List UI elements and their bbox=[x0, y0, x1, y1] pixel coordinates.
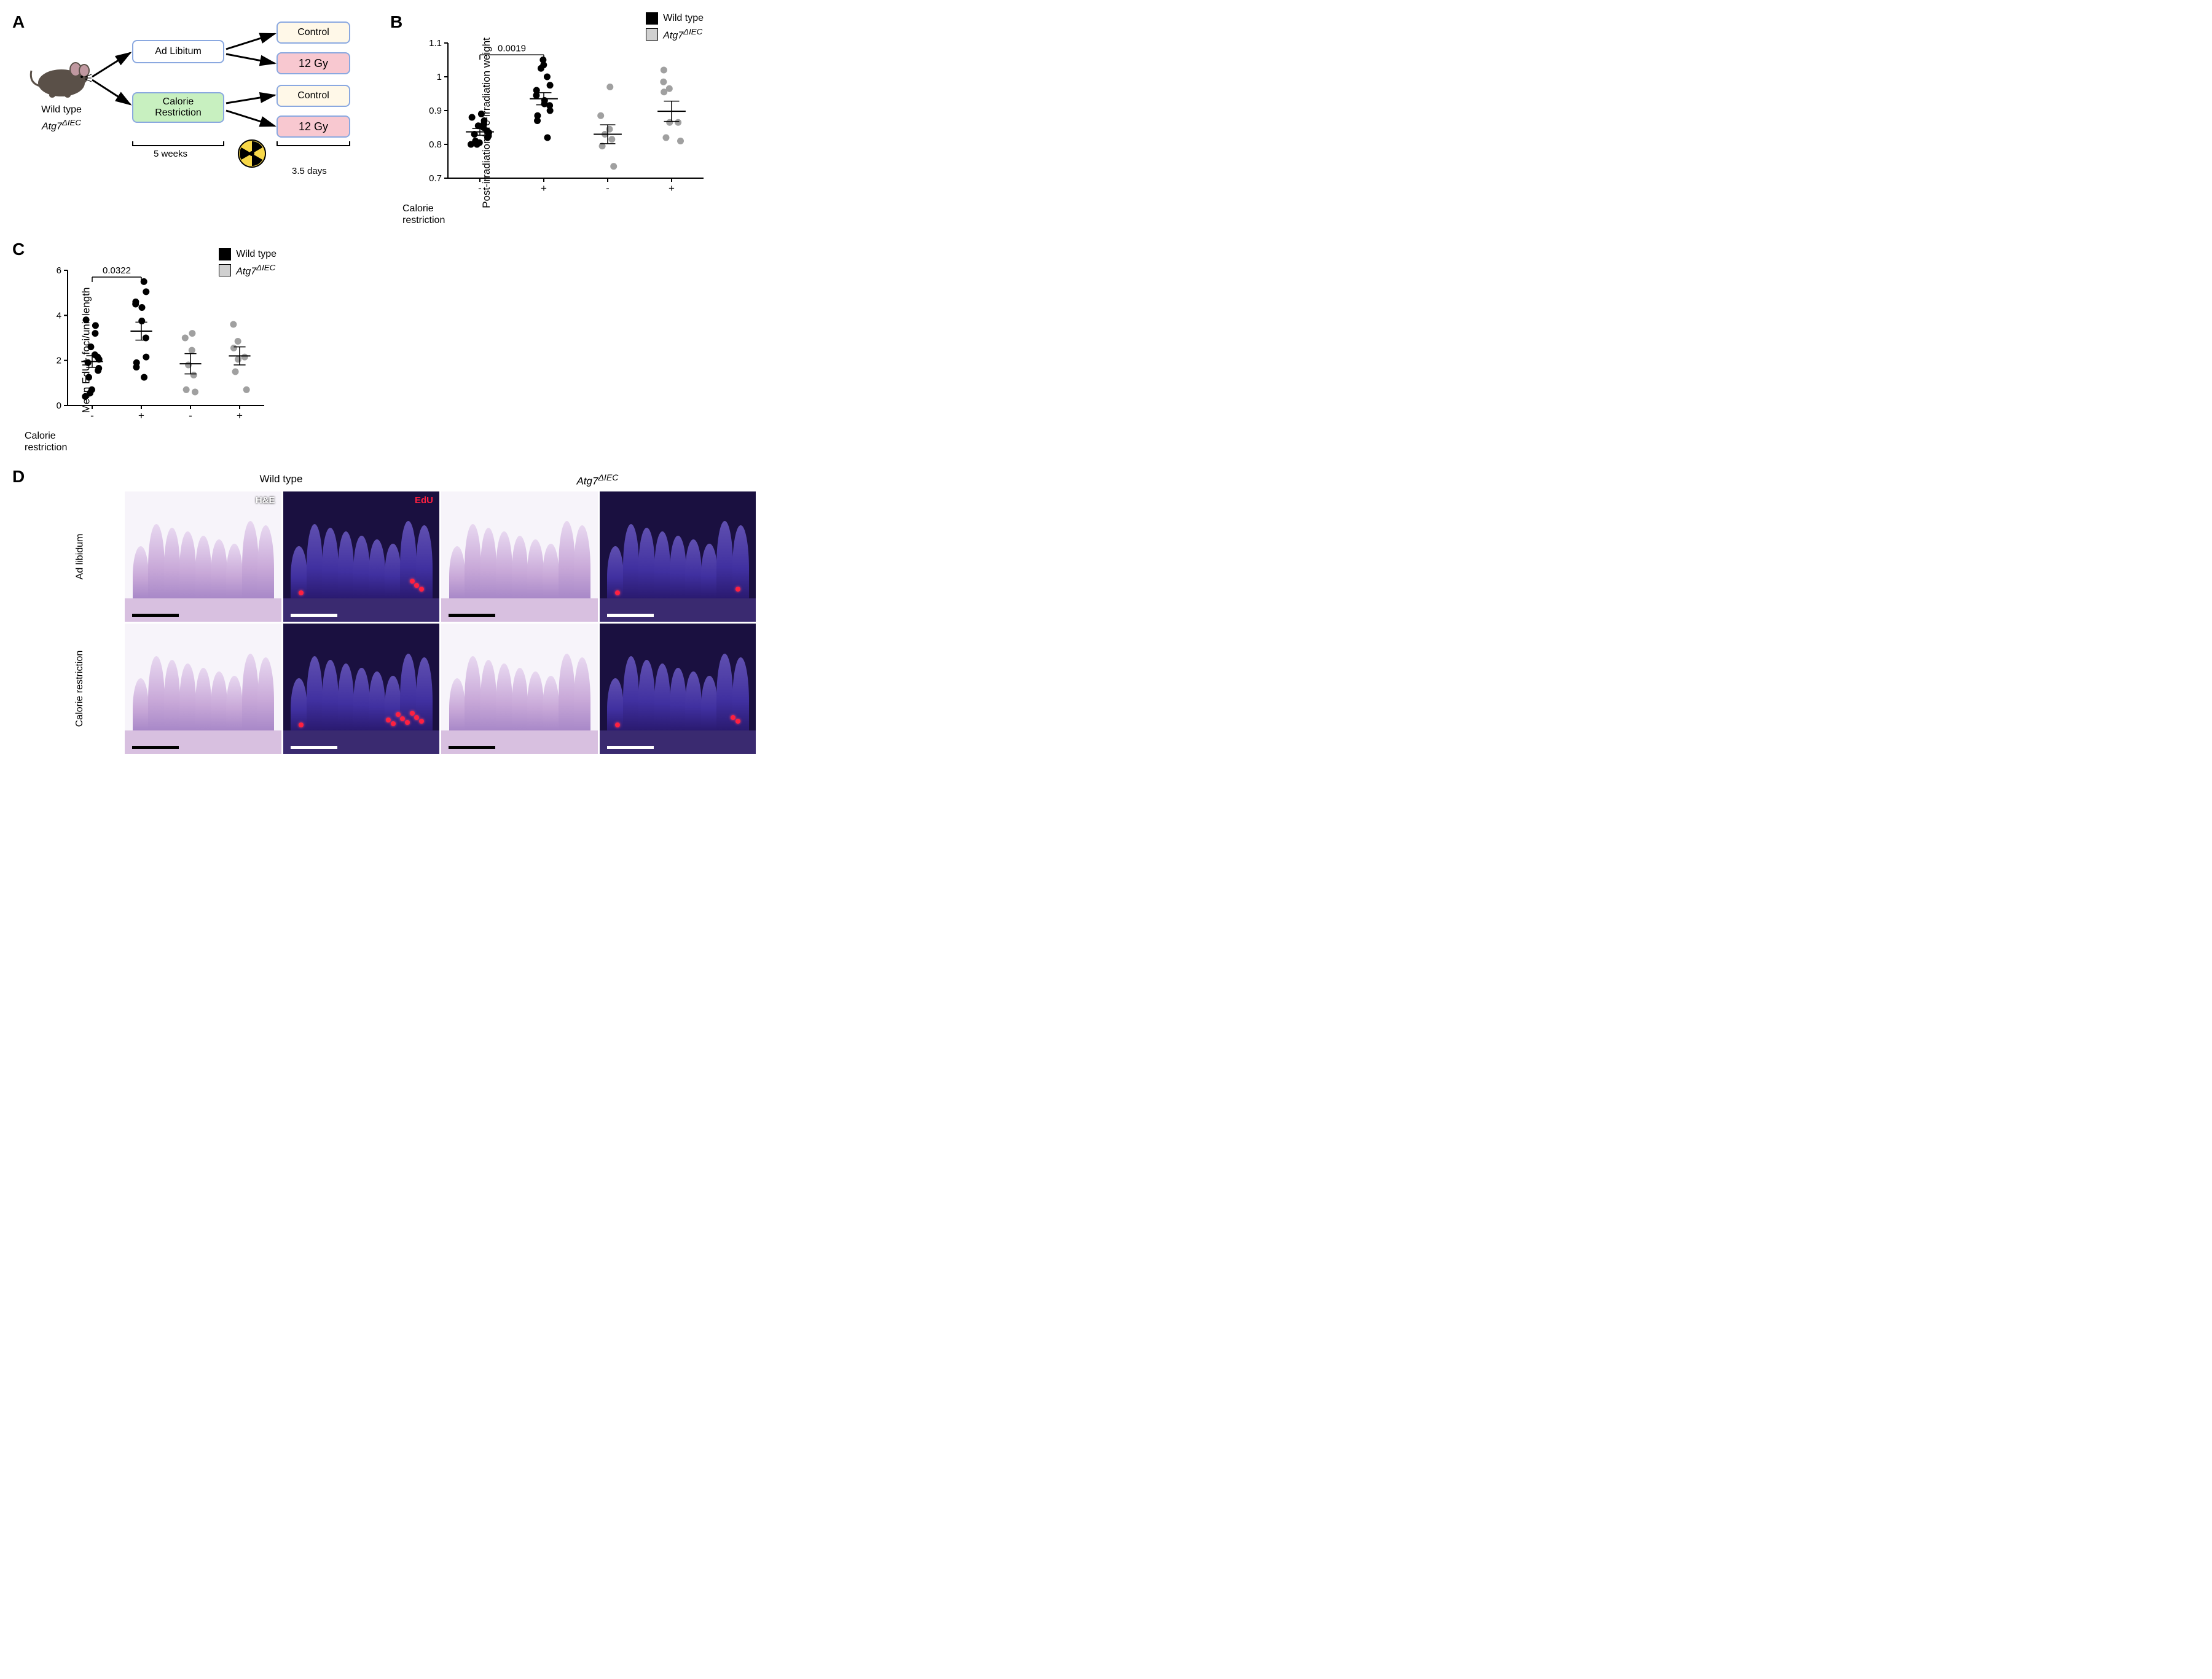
radiation-icon bbox=[237, 138, 267, 169]
panel-C-label: C bbox=[12, 240, 25, 259]
svg-text:+: + bbox=[138, 410, 144, 421]
histo-he-image bbox=[441, 624, 598, 754]
svg-text:0.0019: 0.0019 bbox=[498, 43, 526, 53]
panel-D-label: D bbox=[12, 467, 25, 487]
svg-text:-: - bbox=[606, 182, 610, 194]
svg-text:4: 4 bbox=[57, 310, 61, 321]
legend-ko: Atg7ΔIEC bbox=[646, 27, 704, 41]
node-12gy-1: 12 Gy bbox=[276, 52, 350, 74]
svg-text:0.8: 0.8 bbox=[429, 139, 442, 150]
histo-edu-image bbox=[283, 624, 440, 754]
mouse-icon bbox=[28, 52, 95, 101]
chart-B-xlabel: Calorierestriction bbox=[402, 203, 445, 226]
legend-B: Wild type Atg7ΔIEC bbox=[646, 12, 704, 44]
legend-wt-label: Wild type bbox=[663, 13, 704, 24]
chart-B-wrap: Wild type Atg7ΔIEC Post-irradiation/pre-… bbox=[415, 18, 710, 227]
genotype-ko-sup: ΔIEC bbox=[62, 118, 81, 127]
svg-text:+: + bbox=[541, 182, 547, 194]
panel-C: C Wild type Atg7ΔIEC Mean EdU+ foci/unit bbox=[12, 240, 378, 455]
legend-ko-label-C: Atg7ΔIEC bbox=[236, 263, 275, 277]
histo-col-ko-base: Atg7 bbox=[576, 476, 598, 487]
histo-he-image bbox=[125, 624, 281, 754]
flowchart: Wild type Atg7ΔIEC Ad Libitum Calorie Re… bbox=[31, 18, 375, 190]
svg-text:1.1: 1.1 bbox=[429, 38, 442, 49]
histo-col-ko-sup: ΔIEC bbox=[598, 473, 618, 483]
histology-grid: Wild type Atg7ΔIEC Ad libidumH&EEdU Calor… bbox=[37, 473, 756, 754]
legend-ko-C: Atg7ΔIEC bbox=[219, 263, 276, 277]
chart-C-wrap: Wild type Atg7ΔIEC Mean EdU+ foci/unit l… bbox=[37, 246, 270, 455]
bracket-5weeks bbox=[132, 141, 224, 146]
node-calorie-restriction: Calorie Restriction bbox=[132, 92, 224, 123]
genotype-wt-label: Wild type bbox=[31, 104, 92, 115]
legend-C: Wild type Atg7ΔIEC bbox=[219, 248, 276, 280]
legend-wt-swatch-C bbox=[219, 248, 231, 260]
svg-text:2: 2 bbox=[57, 356, 61, 366]
panel-A-label: A bbox=[12, 12, 25, 32]
legend-ko-swatch bbox=[646, 28, 658, 41]
legend-ko-sup-C: ΔIEC bbox=[256, 263, 275, 272]
time-3-5days: 3.5 days bbox=[292, 166, 327, 176]
genotype-ko-label: Atg7ΔIEC bbox=[31, 118, 92, 132]
svg-text:6: 6 bbox=[57, 265, 61, 276]
node-adlibitum: Ad Libitum bbox=[132, 40, 224, 63]
legend-wt-swatch bbox=[646, 12, 658, 25]
panel-D: D Wild type Atg7ΔIEC Ad libidumH&EEdU Cal… bbox=[12, 467, 756, 754]
histo-row-label: Calorie restriction bbox=[37, 624, 123, 754]
legend-ko-prefix-C: Atg7 bbox=[236, 266, 256, 276]
histo-he-image bbox=[441, 491, 598, 622]
panel-B-label: B bbox=[390, 12, 402, 32]
svg-text:0.7: 0.7 bbox=[429, 173, 442, 184]
svg-text:+: + bbox=[237, 410, 243, 421]
chart-C-xlabel: Calorierestriction bbox=[25, 430, 67, 453]
legend-ko-sup: ΔIEC bbox=[683, 27, 702, 36]
legend-ko-swatch-C bbox=[219, 264, 231, 276]
histo-row-label: Ad libidum bbox=[37, 491, 123, 622]
legend-wt-label-C: Wild type bbox=[236, 249, 276, 260]
svg-text:0.9: 0.9 bbox=[429, 106, 442, 116]
histo-col-ko: Atg7ΔIEC bbox=[439, 473, 756, 491]
time-5weeks: 5 weeks bbox=[154, 149, 187, 159]
svg-text:1: 1 bbox=[437, 72, 442, 82]
histo-edu-image: EdU bbox=[283, 491, 440, 622]
svg-text:0.0322: 0.0322 bbox=[103, 265, 131, 276]
legend-wt-C: Wild type bbox=[219, 248, 276, 260]
svg-text:0: 0 bbox=[57, 401, 61, 411]
legend-wt: Wild type bbox=[646, 12, 704, 25]
legend-ko-prefix: Atg7 bbox=[663, 30, 683, 41]
node-control-1: Control bbox=[276, 22, 350, 44]
node-control-2: Control bbox=[276, 85, 350, 107]
chart-B-svg: 0.70.80.911.1-+-+0.0019 bbox=[415, 18, 710, 203]
histo-edu-image bbox=[600, 624, 756, 754]
svg-text:+: + bbox=[669, 182, 675, 194]
legend-ko-label: Atg7ΔIEC bbox=[663, 27, 702, 41]
histo-col-wt: Wild type bbox=[123, 473, 439, 491]
panel-A: A Wild type Atg7ΔIEC bbox=[12, 12, 378, 227]
bracket-3-5days bbox=[276, 141, 350, 146]
panel-B: B Wild type Atg7ΔIEC Post-irradiation/pr bbox=[390, 12, 756, 227]
genotype-ko-base: Atg7 bbox=[42, 121, 62, 131]
chart-C-ylabel: Mean EdU+ foci/unit length bbox=[80, 288, 92, 413]
chart-B-ylabel: Post-irradiation/pre-irradiation weight bbox=[480, 37, 493, 208]
node-12gy-2: 12 Gy bbox=[276, 115, 350, 138]
histo-edu-image bbox=[600, 491, 756, 622]
svg-text:-: - bbox=[189, 410, 192, 421]
histo-he-image: H&E bbox=[125, 491, 281, 622]
